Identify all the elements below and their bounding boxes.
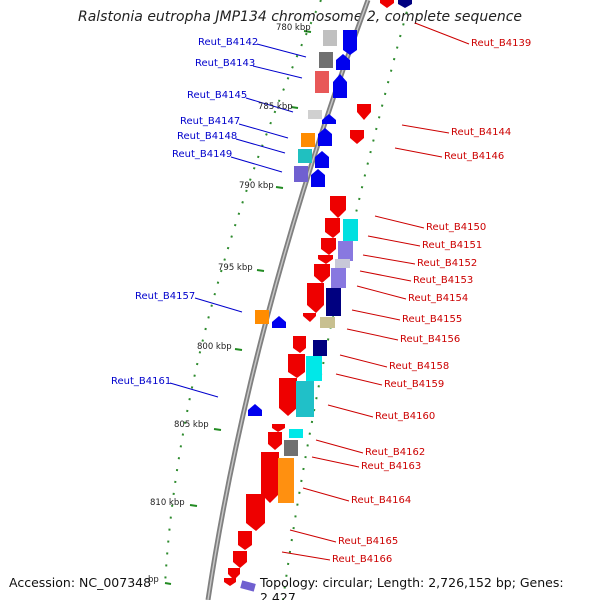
gene-arrow [307, 283, 324, 313]
forward-leader-lines [169, 43, 307, 398]
gene-block [335, 259, 350, 268]
gene-label[interactable]: Reut_B4159 [384, 379, 445, 390]
tick-label: 800 kbp [197, 342, 232, 352]
gene-block [294, 166, 308, 182]
gene-arrow [314, 264, 330, 283]
gene-label[interactable]: Reut_B4146 [444, 151, 505, 162]
gene-label[interactable]: Reut_B4139 [471, 38, 532, 49]
gene-label[interactable]: Reut_B4150 [426, 222, 487, 233]
gene-block [326, 288, 341, 316]
gene-arrow [330, 196, 346, 218]
gene-label[interactable]: Reut_B4161 [111, 376, 172, 387]
gene-block [301, 133, 315, 147]
gene-block [343, 219, 358, 241]
gene-label[interactable]: Reut_B4145 [187, 90, 248, 101]
gene-arrow [268, 432, 282, 450]
gene-block [315, 71, 329, 93]
gene-arrow [224, 578, 236, 586]
gene-arrow [322, 114, 336, 124]
gene-arrow [248, 404, 262, 416]
gene-block [338, 241, 353, 261]
gene-label[interactable]: Reut_B4152 [417, 258, 478, 269]
gene-label[interactable]: Reut_B4148 [177, 131, 238, 142]
tick-label: 805 kbp [174, 420, 209, 430]
gene-block [323, 30, 337, 46]
gene-label[interactable]: Reut_B4151 [422, 240, 483, 251]
gene-block [296, 381, 314, 417]
gene-arrow [272, 316, 286, 328]
gene-arrow [272, 424, 285, 432]
gene-block [308, 110, 322, 119]
gene-block [298, 149, 312, 163]
gene-arrow [311, 169, 325, 187]
gene-arrow [279, 378, 297, 416]
gene-block [284, 440, 298, 456]
tick-label: 810 kbp [150, 498, 185, 508]
gene-arrow [318, 128, 332, 146]
gene-block [320, 317, 335, 328]
gene-arrow [321, 238, 336, 255]
reverse-genes [224, 0, 412, 592]
inner-dotted-ruler [164, 0, 322, 586]
gene-arrow [333, 74, 347, 98]
gene-label[interactable]: Reut_B4155 [402, 314, 463, 325]
gene-arrow [343, 30, 357, 55]
gene-label[interactable]: Reut_B4158 [389, 361, 450, 372]
gene-block [319, 52, 333, 68]
gene-arrow [380, 0, 394, 8]
gene-block [289, 429, 303, 438]
gene-arrow [261, 452, 279, 503]
gene-label[interactable]: Reut_B4160 [375, 411, 436, 422]
gene-arrow [350, 130, 364, 144]
tick-label: 780 kbp [276, 23, 311, 33]
gene-label[interactable]: Reut_B4153 [413, 275, 474, 286]
reverse-leader-lines [281, 22, 470, 561]
gene-label[interactable]: Reut_B4147 [180, 116, 241, 127]
gene-arrow [293, 336, 306, 353]
accession-label: Accession: NC_007348 [9, 575, 152, 590]
gene-arrow [288, 354, 305, 378]
gene-arrow [233, 551, 247, 568]
gene-block [331, 268, 346, 288]
gene-label[interactable]: Reut_B4144 [451, 127, 512, 138]
gene-label[interactable]: Reut_B4165 [338, 536, 399, 547]
gene-arrow [357, 104, 371, 120]
gene-label[interactable]: Reut_B4142 [198, 37, 259, 48]
gene-label[interactable]: Reut_B4143 [195, 58, 256, 69]
gene-arrow [325, 218, 340, 238]
gene-arrow [303, 313, 316, 322]
gene-arrow [398, 0, 412, 8]
gene-label[interactable]: Reut_B4164 [351, 495, 412, 506]
gene-label[interactable]: Reut_B4156 [400, 334, 461, 345]
forward-genes [248, 30, 357, 416]
gene-label[interactable]: Reut_B4163 [361, 461, 422, 472]
gene-block [240, 580, 256, 592]
gene-arrow [336, 54, 350, 70]
gene-arrow [315, 151, 329, 168]
gene-label[interactable]: Reut_B4154 [408, 293, 469, 304]
gene-label[interactable]: Reut_B4149 [172, 149, 233, 160]
tick-marks [164, 30, 312, 585]
tick-label: 795 kbp [218, 263, 253, 273]
gene-arrow [228, 568, 240, 580]
map-title: Ralstonia eutropha JMP134 chromosome 2, … [77, 9, 522, 25]
topology-label: Topology: circular; Length: 2,726,152 bp… [260, 575, 564, 600]
tick-label: 790 kbp [239, 181, 274, 191]
gene-block [255, 310, 269, 324]
gene-label[interactable]: Reut_B4157 [135, 291, 196, 302]
gene-block [313, 340, 327, 356]
gene-label[interactable]: Reut_B4162 [365, 447, 426, 458]
gene-arrow [246, 494, 265, 531]
gene-arrow [318, 255, 333, 264]
gene-arrow [238, 531, 252, 550]
gene-block [278, 458, 294, 503]
gene-block [306, 356, 322, 381]
gene-label[interactable]: Reut_B4166 [332, 554, 393, 565]
tick-label: bp [148, 575, 159, 585]
tick-label: 785 kbp [258, 102, 293, 112]
